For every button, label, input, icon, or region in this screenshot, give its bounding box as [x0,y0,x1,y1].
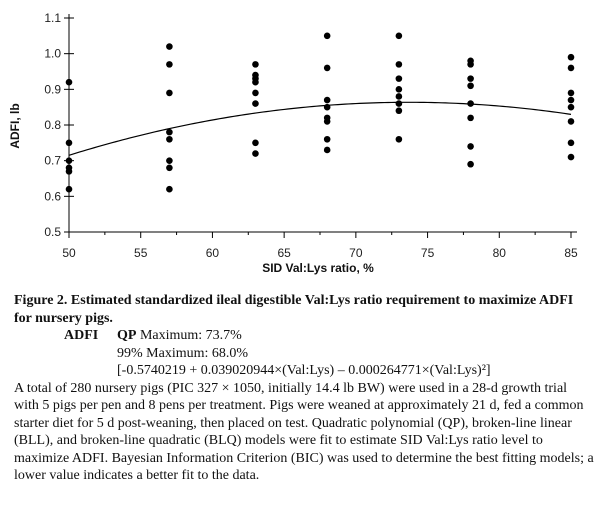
data-point [252,100,259,107]
figure-title: Figure 2. Estimated standardized ileal d… [14,293,574,326]
x-tick-label: 80 [493,246,507,260]
data-points [65,32,575,193]
equation-text: [-0.5740219 + 0.039020944×(Val:Lys) – 0.… [117,363,491,378]
data-point [65,185,73,193]
x-tick-label: 55 [134,246,148,260]
y-tick-label: 0.5 [44,225,61,239]
qp-maximum: Maximum: 73.7% [139,328,242,343]
y-axis: 0.5 0.6 0.7 0.8 0.9 1.0 1.1 [44,11,74,239]
data-point [323,146,331,154]
data-point [65,78,73,86]
x-tick-label: 50 [62,246,76,260]
data-point [252,78,259,86]
max99-text: 99% Maximum: 68.0% [117,345,249,361]
data-point [323,96,331,104]
y-tick-label: 0.7 [44,154,61,168]
data-point [395,32,403,40]
data-point [467,143,474,150]
adfi-label: ADFI [64,328,99,343]
data-point [567,118,575,125]
y-axis-title: ADFI, lb [8,103,22,148]
y-tick-label: 0.6 [44,189,61,203]
y-tick-label: 1.0 [44,47,61,61]
data-point [395,100,403,107]
y-tick-label: 0.8 [44,118,61,132]
description-paragraph: A total of 280 nursery pigs (PIC 327 × 1… [14,380,594,484]
data-point [323,64,331,72]
data-point [467,114,474,122]
data-point [467,75,474,82]
data-point [166,164,173,172]
data-point [166,61,173,68]
data-point [395,86,403,93]
qp-label: QP [117,328,137,343]
data-point [467,82,474,90]
data-point [252,89,259,97]
data-point [166,157,173,164]
data-point [65,168,73,175]
x-axis: 50 55 60 65 70 75 80 85 [62,231,578,260]
data-point [252,139,259,147]
data-point [166,135,173,143]
y-tick-label: 0.9 [44,82,61,96]
data-point [65,139,73,147]
fit-curve [68,101,572,156]
data-point [166,128,173,136]
data-point [467,160,474,168]
data-point [567,96,575,104]
data-point [323,32,331,40]
data-point [395,93,403,100]
x-tick-label: 75 [421,246,435,260]
x-tick-label: 70 [349,246,363,260]
data-point [567,139,575,147]
data-point [395,107,403,115]
x-tick-label: 60 [206,246,220,260]
data-point [467,61,474,68]
scatter-chart: 0.5 0.6 0.7 0.8 0.9 1.0 1.1 50 55 60 65 70 75 80 85 A… [8,11,578,275]
data-point [567,153,575,161]
data-point [395,75,403,82]
data-point [395,61,403,68]
data-point [166,89,173,97]
data-point [395,135,403,143]
data-point [323,118,331,125]
x-tick-label: 65 [277,246,291,260]
data-point [567,53,575,61]
y-tick-label: 1.1 [44,11,61,25]
data-point [65,157,73,164]
x-tick-label: 85 [564,246,578,260]
data-point [252,61,259,68]
data-point [567,89,575,97]
data-point [166,185,173,193]
data-point [166,43,173,50]
figure-caption: Figure 2. Estimated standardized ileal d… [14,292,594,485]
data-point [252,150,259,157]
data-point [323,135,331,143]
x-axis-title: SID Val:Lys ratio, % [262,261,374,275]
data-point [567,64,575,72]
data-point [567,103,575,111]
